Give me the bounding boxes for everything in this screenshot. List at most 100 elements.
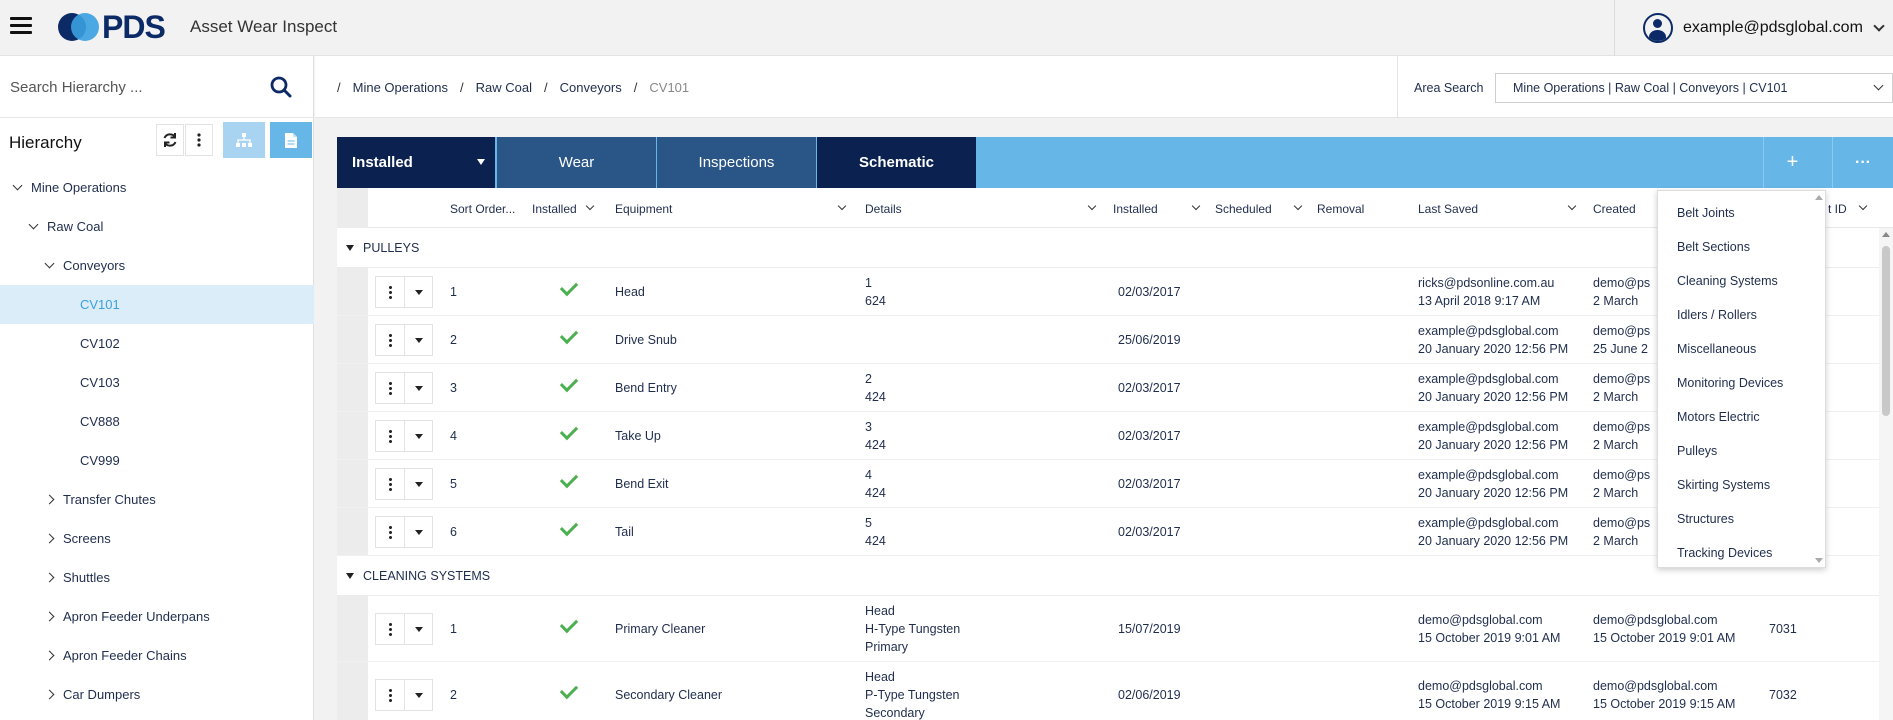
table-row[interactable]: 6 Tail 5 424 02/03/2017 example@pdsglobal.com…	[337, 508, 1893, 556]
search-icon[interactable]	[270, 76, 292, 98]
column-header[interactable]: Removal	[1317, 202, 1364, 216]
equipment-name: Primary Cleaner	[615, 622, 706, 636]
equipment-name: Secondary Cleaner	[615, 688, 723, 702]
refresh-button[interactable]	[156, 124, 184, 156]
area-search-select[interactable]: Mine Operations | Raw Coal | Conveyors |…	[1495, 73, 1893, 103]
row-menu-button[interactable]	[376, 680, 406, 710]
row-menu-button[interactable]	[376, 517, 406, 547]
table-row[interactable]: 1 Primary Cleaner Head H-Type Tungsten Prima…	[337, 596, 1893, 662]
menu-item[interactable]: Tracking Devices	[1677, 546, 1773, 560]
tree-item[interactable]: Apron Feeder Underpans	[0, 597, 314, 636]
column-header[interactable]: Sort Order...	[450, 202, 515, 216]
column-header[interactable]: Created	[1593, 202, 1636, 216]
scroll-up-icon[interactable]	[1882, 232, 1890, 237]
tree-item[interactable]: Car Dumpers	[0, 675, 314, 714]
menu-item[interactable]: Cleaning Systems	[1677, 274, 1778, 288]
tree-item[interactable]: CV102	[0, 324, 314, 363]
user-email: example@pdsglobal.com	[1683, 19, 1863, 36]
hierarchy-tree-button[interactable]	[223, 122, 265, 158]
menu-item[interactable]: Structures	[1677, 512, 1734, 526]
chevron-down-icon[interactable]	[44, 258, 55, 269]
table-row[interactable]: 4 Take Up 3 424 02/03/2017 example@pdsglobal.…	[337, 412, 1893, 460]
collapse-group-icon[interactable]	[346, 245, 354, 251]
tree-item[interactable]: CV101	[0, 285, 314, 324]
chevron-right-icon[interactable]	[44, 533, 55, 544]
tree-item[interactable]: Conveyors	[0, 246, 314, 285]
tree-item[interactable]: Screens	[0, 519, 314, 558]
tab-wear[interactable]: Wear	[497, 137, 656, 188]
tree-item[interactable]: Mine Operations	[0, 168, 314, 207]
menu-item[interactable]: Skirting Systems	[1677, 478, 1771, 492]
details-line: H-Type Tungsten	[865, 622, 961, 636]
column-header[interactable]: Scheduled	[1215, 202, 1272, 216]
tree-item[interactable]: CV999	[0, 441, 314, 480]
chevron-down-icon[interactable]	[12, 180, 23, 191]
row-dropdown-button[interactable]	[405, 517, 432, 547]
grid-scrollbar[interactable]	[1879, 228, 1893, 720]
menu-item[interactable]: Idlers / Rollers	[1677, 308, 1757, 322]
menu-item[interactable]: Miscellaneous	[1677, 342, 1757, 356]
row-dropdown-button[interactable]	[405, 680, 432, 710]
row-dropdown-button[interactable]	[405, 277, 432, 307]
chevron-right-icon[interactable]	[44, 611, 55, 622]
menu-item[interactable]: Motors Electric	[1677, 410, 1760, 424]
tree-item[interactable]: Raw Coal	[0, 207, 314, 246]
last-saved-line: 20 January 2020 12:56 PM	[1418, 438, 1569, 452]
more-options-button[interactable]: ···	[1832, 137, 1893, 188]
hamburger-menu-icon[interactable]	[10, 17, 32, 35]
user-menu[interactable]: example@pdsglobal.com	[1614, 0, 1893, 56]
row-menu-button[interactable]	[376, 277, 406, 307]
hierarchy-document-button[interactable]	[270, 122, 312, 158]
tree-item[interactable]: CV103	[0, 363, 314, 402]
chevron-right-icon[interactable]	[44, 650, 55, 661]
hierarchy-more-button[interactable]	[185, 124, 213, 156]
row-menu-button[interactable]	[376, 614, 406, 644]
search-hierarchy-input[interactable]	[10, 74, 250, 100]
column-header[interactable]: Details	[865, 202, 902, 216]
tab-schematic[interactable]: Schematic	[817, 137, 976, 188]
menu-scrollbar[interactable]	[1815, 195, 1823, 563]
menu-item[interactable]: Belt Joints	[1677, 206, 1735, 220]
tree-item[interactable]: Transfer Chutes	[0, 480, 314, 519]
table-row[interactable]: 5 Bend Exit 4 424 02/03/2017 example@pdsgloba…	[337, 460, 1893, 508]
chevron-right-icon[interactable]	[44, 494, 55, 505]
tree-item[interactable]: Shuttles	[0, 558, 314, 597]
add-button[interactable]: +	[1763, 137, 1821, 188]
breadcrumb-item[interactable]: Raw Coal	[475, 80, 532, 95]
table-row[interactable]: 2 Secondary Cleaner Head P-Type Tungsten Sec…	[337, 662, 1893, 720]
row-dropdown-button[interactable]	[405, 469, 432, 499]
row-dropdown-button[interactable]	[405, 614, 432, 644]
breadcrumb-item[interactable]: Mine Operations	[352, 80, 449, 95]
row-menu-button[interactable]	[376, 325, 406, 355]
row-menu-button[interactable]	[376, 421, 406, 451]
row-menu-button[interactable]	[376, 469, 406, 499]
row-menu-button[interactable]	[376, 373, 406, 403]
chevron-down-icon	[585, 201, 595, 211]
row-dropdown-button[interactable]	[405, 325, 432, 355]
chevron-right-icon[interactable]	[44, 572, 55, 583]
chevron-right-icon[interactable]	[44, 689, 55, 700]
chevron-down-icon[interactable]	[28, 219, 39, 230]
row-dropdown-button[interactable]	[405, 373, 432, 403]
table-row[interactable]: 2 Drive Snub 25/06/2019 example@pdsglobal.c…	[337, 316, 1893, 364]
menu-item[interactable]: Belt Sections	[1677, 240, 1750, 254]
breadcrumb-item[interactable]: Conveyors	[559, 80, 622, 95]
tab-inspections[interactable]: Inspections	[657, 137, 816, 188]
scrollbar-thumb[interactable]	[1882, 246, 1890, 416]
column-header[interactable]: Installed	[532, 202, 577, 216]
table-row[interactable]: 3 Bend Entry 2 424 02/03/2017 example@pdsglob…	[337, 364, 1893, 412]
menu-item[interactable]: Monitoring Devices	[1677, 376, 1784, 390]
column-header[interactable]: Last Saved	[1418, 202, 1478, 216]
column-header[interactable]: t ID	[1828, 202, 1847, 216]
menu-item[interactable]: Pulleys	[1677, 444, 1718, 458]
collapse-group-icon[interactable]	[346, 573, 354, 579]
last-saved-line: ricks@pdsonline.com.au	[1418, 276, 1555, 290]
table-row[interactable]: 1 Head 1 624 02/03/2017 ricks@pdsonline.com.a…	[337, 268, 1893, 316]
column-header[interactable]: Installed	[1113, 202, 1158, 216]
tree-item[interactable]: CV888	[0, 402, 314, 441]
column-header[interactable]: Equipment	[615, 202, 672, 216]
last-saved-line: 20 January 2020 12:56 PM	[1418, 534, 1569, 548]
installed-dropdown[interactable]: Installed	[337, 137, 495, 188]
row-dropdown-button[interactable]	[405, 421, 432, 451]
tree-item[interactable]: Apron Feeder Chains	[0, 636, 314, 675]
